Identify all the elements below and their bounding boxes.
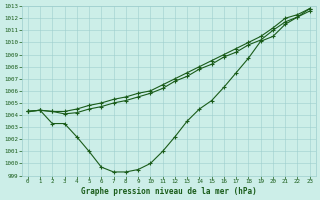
X-axis label: Graphe pression niveau de la mer (hPa): Graphe pression niveau de la mer (hPa) <box>81 187 257 196</box>
